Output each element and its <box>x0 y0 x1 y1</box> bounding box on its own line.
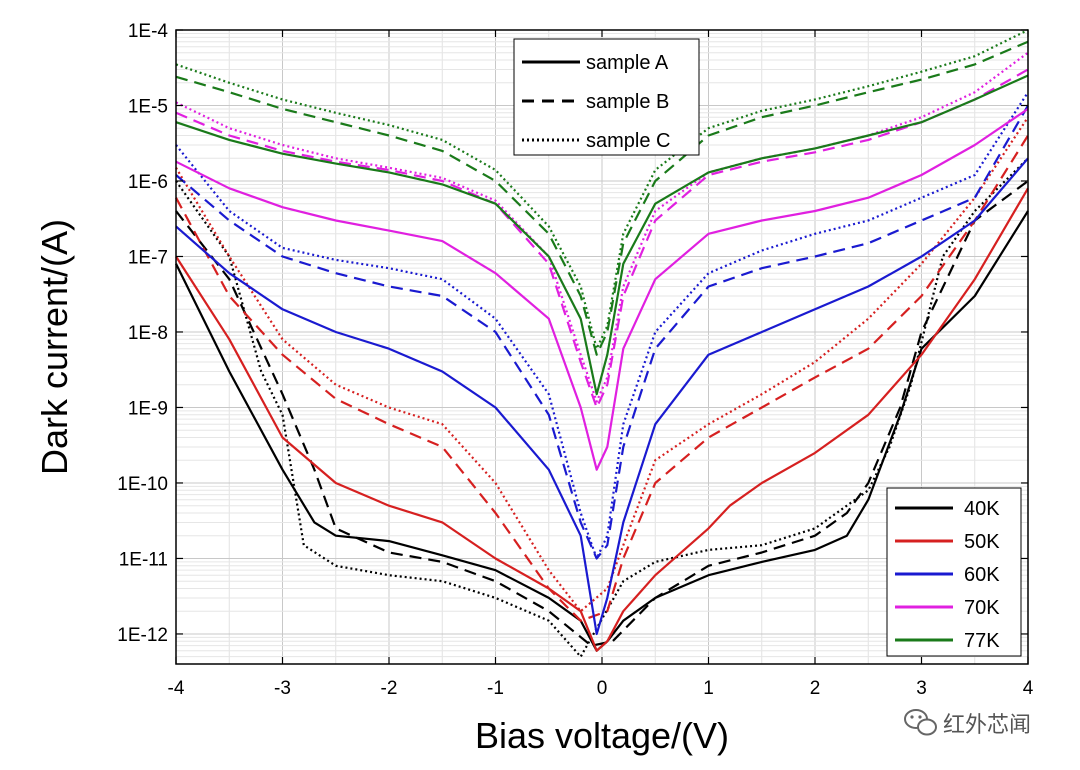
y-tick-label: 1E-4 <box>128 21 169 42</box>
y-tick-label: 1E-9 <box>128 398 168 419</box>
series-line-a-60k <box>175 157 1029 636</box>
temperature-legend: 40K 50K 60K 70K 77K <box>886 487 1022 657</box>
legend-label-40k: 40K <box>964 498 1000 520</box>
legend-label-70k: 70K <box>964 597 1000 619</box>
series-line-c-40k <box>175 157 1029 658</box>
series-line-b-40k <box>175 180 1029 647</box>
wechat-icon <box>904 709 937 736</box>
x-tick-label: -2 <box>381 678 398 699</box>
x-tick-label: -1 <box>487 678 504 699</box>
x-tick-label: -3 <box>274 678 291 699</box>
legend-label-sample-c: sample C <box>586 130 670 152</box>
series-line-a-70k <box>175 107 1029 471</box>
watermark: 红外芯闻 <box>904 709 1031 738</box>
series-line-b-50k <box>175 134 1029 622</box>
y-tick-label: 1E-5 <box>128 96 168 117</box>
temperature-legend-box <box>886 487 1022 657</box>
y-axis-label: Dark current/(A) <box>34 219 75 475</box>
series-lines <box>175 29 1029 658</box>
x-axis-label: Bias voltage/(V) <box>475 715 729 756</box>
series-line-b-77k <box>175 40 1029 356</box>
y-tick-label: 1E-7 <box>128 247 168 268</box>
legend-label-sample-a: sample A <box>586 52 669 74</box>
x-tick-label: -4 <box>168 678 185 699</box>
sample-legend-box <box>513 38 700 156</box>
legend-label-60k: 60K <box>964 564 1000 586</box>
series-line-b-70k <box>175 68 1029 409</box>
y-tick-label: 1E-11 <box>119 549 168 570</box>
series-line-a-50k <box>175 187 1029 652</box>
y-tick-label: 1E-6 <box>128 172 168 193</box>
y-tick-label: 1E-12 <box>117 625 168 646</box>
x-tick-label: 0 <box>597 678 608 699</box>
legend-label-77k: 77K <box>964 630 1000 652</box>
y-tick-label: 1E-10 <box>117 474 168 495</box>
x-tick-label: 4 <box>1023 678 1034 699</box>
x-tick-label: 1 <box>703 678 714 699</box>
watermark-text: 红外芯闻 <box>943 713 1031 738</box>
sample-legend: sample A sample B sample C <box>513 38 700 156</box>
series-line-c-77k <box>175 29 1029 350</box>
axis-ticks: -4 -3 -2 -1 0 1 2 3 4 1E-12 1E-11 1E-10 1E-9 1E-8 1E-7… <box>117 21 1033 699</box>
x-tick-label: 3 <box>916 678 927 699</box>
y-tick-label: 1E-8 <box>128 323 168 344</box>
x-tick-label: 2 <box>810 678 821 699</box>
series-line-c-60k <box>175 91 1029 560</box>
legend-label-50k: 50K <box>964 531 1000 553</box>
series-line-a-77k <box>175 74 1029 396</box>
legend-label-sample-b: sample B <box>586 91 669 113</box>
series-line-b-60k <box>175 104 1029 560</box>
